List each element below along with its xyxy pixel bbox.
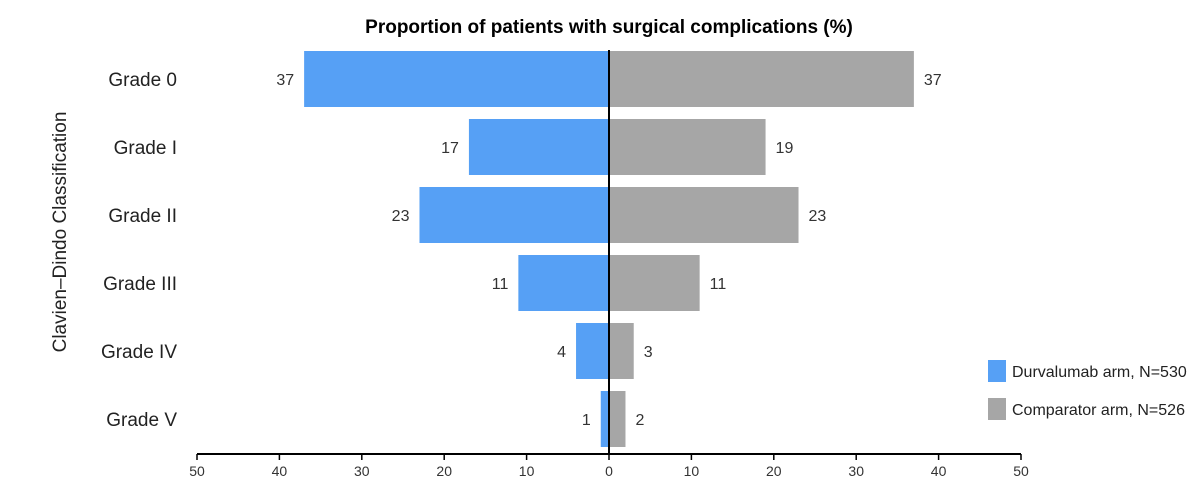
legend-label-comparator: Comparator arm, N=526 bbox=[1012, 402, 1185, 419]
category-label-2: Grade I bbox=[114, 138, 177, 159]
value-label-comparator-6: 2 bbox=[635, 412, 644, 429]
category-label-3: Grade II bbox=[108, 206, 177, 227]
bar-comparator-4 bbox=[609, 255, 700, 311]
x-axis: 50 40 30 20 10 0 10 20 30 40 50 bbox=[189, 453, 1029, 479]
bar-durvalumab-5 bbox=[576, 323, 609, 379]
bar-durvalumab-1 bbox=[304, 51, 609, 107]
x-tick-label: 30 bbox=[848, 463, 864, 479]
x-tick-label: 40 bbox=[931, 463, 947, 479]
x-tick-label: 40 bbox=[272, 463, 288, 479]
value-label-comparator-4: 11 bbox=[710, 276, 727, 293]
legend-swatch-durvalumab bbox=[988, 360, 1006, 382]
chart-title: Proportion of patients with surgical com… bbox=[365, 17, 853, 38]
legend: Durvalumab arm, N=530 Comparator arm, N=5… bbox=[988, 360, 1187, 420]
bar-comparator-1 bbox=[609, 51, 914, 107]
x-tick-label: 20 bbox=[436, 463, 452, 479]
value-label-durvalumab-1: 37 bbox=[276, 72, 294, 89]
value-label-durvalumab-2: 17 bbox=[441, 140, 459, 157]
bar-comparator-5 bbox=[609, 323, 634, 379]
value-label-durvalumab-4: 11 bbox=[492, 276, 509, 293]
x-tick-label: 20 bbox=[766, 463, 782, 479]
bar-comparator-6 bbox=[609, 391, 626, 447]
x-tick-label: 10 bbox=[519, 463, 535, 479]
bar-comparator-2 bbox=[609, 119, 766, 175]
bar-durvalumab-2 bbox=[468, 119, 609, 175]
legend-label-durvalumab: Durvalumab arm, N=530 bbox=[1012, 364, 1187, 381]
x-tick-label: 10 bbox=[684, 463, 700, 479]
value-label-comparator-5: 3 bbox=[644, 344, 653, 361]
y-axis-label: Clavien–Dindo Classification bbox=[50, 112, 71, 353]
x-tick-label: 50 bbox=[1013, 463, 1029, 479]
category-label-4: Grade III bbox=[103, 274, 177, 295]
bar-durvalumab-4 bbox=[518, 255, 609, 311]
x-tick-label: 30 bbox=[354, 463, 370, 479]
category-label-5: Grade IV bbox=[101, 342, 177, 363]
category-label-6: Grade V bbox=[106, 410, 177, 431]
value-label-comparator-3: 23 bbox=[809, 208, 827, 225]
value-label-comparator-2: 19 bbox=[776, 140, 794, 157]
value-label-comparator-1: 37 bbox=[924, 72, 942, 89]
category-label-1: Grade 0 bbox=[108, 70, 177, 91]
legend-swatch-comparator bbox=[988, 398, 1006, 420]
bar-durvalumab-3 bbox=[419, 187, 609, 243]
value-label-durvalumab-6: 1 bbox=[582, 412, 591, 429]
x-tick-label: 0 bbox=[605, 463, 613, 479]
x-tick-label: 50 bbox=[189, 463, 205, 479]
value-label-durvalumab-5: 4 bbox=[557, 344, 566, 361]
bar-durvalumab-6 bbox=[600, 391, 609, 447]
bar-comparator-3 bbox=[609, 187, 799, 243]
value-label-durvalumab-3: 23 bbox=[392, 208, 410, 225]
